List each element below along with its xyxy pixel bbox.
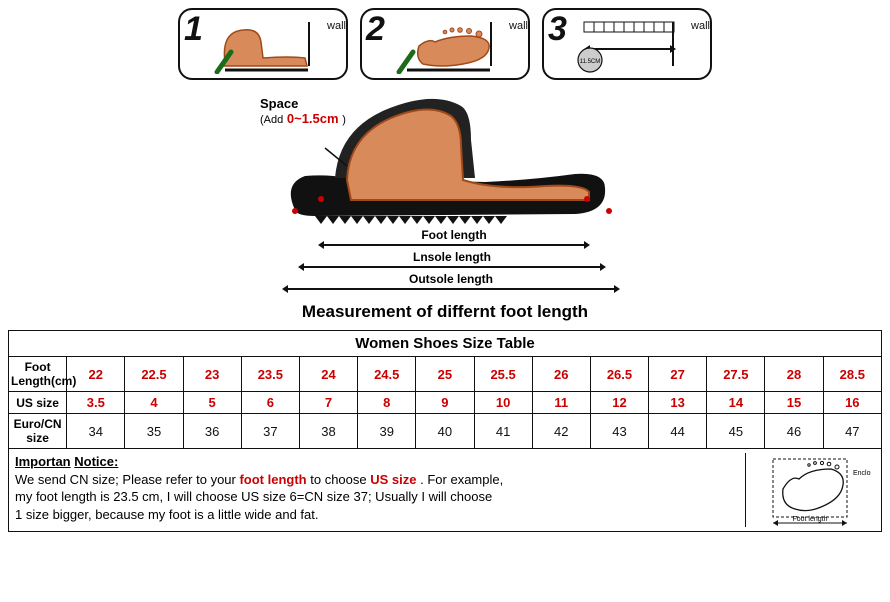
size-cell: 9 bbox=[416, 392, 474, 414]
step-1-illustration bbox=[198, 14, 328, 74]
size-cell: 27 bbox=[649, 357, 707, 392]
size-cell: 24 bbox=[299, 357, 357, 392]
table-title: Women Shoes Size Table bbox=[9, 331, 882, 357]
footprint-top-icon bbox=[395, 22, 495, 74]
row-label: Foot Length(cm) bbox=[9, 357, 67, 392]
size-cell: 8 bbox=[358, 392, 416, 414]
notice-text: Importan Notice: We send CN size; Please… bbox=[15, 453, 745, 527]
size-cell: 43 bbox=[590, 414, 648, 449]
notice-red2: US size bbox=[370, 472, 416, 487]
size-cell: 10 bbox=[474, 392, 532, 414]
size-cell: 40 bbox=[416, 414, 474, 449]
size-cell: 47 bbox=[823, 414, 881, 449]
red-dot bbox=[292, 208, 298, 214]
table-title-row: Women Shoes Size Table bbox=[9, 331, 882, 357]
size-cell: 44 bbox=[649, 414, 707, 449]
size-cell: 6 bbox=[241, 392, 299, 414]
size-cell: 46 bbox=[765, 414, 823, 449]
notice-block: Importan Notice: We send CN size; Please… bbox=[8, 449, 882, 532]
notice-heading-suffix: Notice: bbox=[74, 454, 118, 469]
step-1-wall-label: wall bbox=[327, 20, 346, 32]
notice-line1a: We send CN size; Please refer to your bbox=[15, 472, 239, 487]
size-cell: 4 bbox=[125, 392, 183, 414]
step-2-illustration bbox=[380, 14, 510, 74]
foot-side-icon bbox=[213, 22, 313, 74]
size-cell: 5 bbox=[183, 392, 241, 414]
step-2-wall-label: wall bbox=[509, 20, 528, 32]
size-cell: 38 bbox=[299, 414, 357, 449]
notice-heading-prefix: Importan bbox=[15, 454, 71, 469]
size-cell: 7 bbox=[299, 392, 357, 414]
row-label: US size bbox=[9, 392, 67, 414]
notice-line3: 1 size bigger, because my foot is a litt… bbox=[15, 507, 319, 522]
row-label: Euro/CN size bbox=[9, 414, 67, 449]
step-3-wall-label: wall bbox=[691, 20, 710, 32]
size-cell: 34 bbox=[67, 414, 125, 449]
wall-line bbox=[490, 22, 492, 66]
notice-figure: Enclose Foot length bbox=[745, 453, 875, 527]
size-table: Women Shoes Size Table Foot Length(cm)22… bbox=[8, 330, 882, 449]
measurement-steps-row: 1 wall 2 wall bbox=[8, 8, 882, 80]
red-dot bbox=[318, 196, 324, 202]
step-1-box: 1 wall bbox=[178, 8, 348, 80]
size-cell: 37 bbox=[241, 414, 299, 449]
ruler-circle-icon: 11.5CM bbox=[562, 14, 692, 74]
shoe-foot-diagram-svg bbox=[275, 88, 615, 228]
foot-length-dim: Foot length bbox=[322, 244, 586, 246]
step-3-box: 3 wall 11.5CM bbox=[542, 8, 712, 80]
red-dot bbox=[606, 208, 612, 214]
step-2-box: 2 wall bbox=[360, 8, 530, 80]
size-cell: 12 bbox=[590, 392, 648, 414]
size-cell: 28.5 bbox=[823, 357, 881, 392]
outsole-length-dim: Outsole length bbox=[286, 288, 616, 290]
size-cell: 27.5 bbox=[707, 357, 765, 392]
size-cell: 41 bbox=[474, 414, 532, 449]
table-row: Euro/CN size3435363738394041424344454647 bbox=[9, 414, 882, 449]
foot-length-small-label: Foot length bbox=[792, 516, 827, 523]
size-cell: 42 bbox=[532, 414, 590, 449]
table-row: US size3.545678910111213141516 bbox=[9, 392, 882, 414]
size-cell: 25 bbox=[416, 357, 474, 392]
foot-diagram-area: Space (Add 0~1.5cm ) Foot length Lnsole … bbox=[8, 88, 882, 298]
size-cell: 24.5 bbox=[358, 357, 416, 392]
size-cell: 15 bbox=[765, 392, 823, 414]
size-cell: 36 bbox=[183, 414, 241, 449]
dim-outsole-label: Outsole length bbox=[405, 272, 497, 286]
size-cell: 3.5 bbox=[67, 392, 125, 414]
enclose-label: Enclose bbox=[853, 470, 871, 477]
measurement-title: Measurement of differnt foot length bbox=[8, 302, 882, 322]
notice-line1b: to choose bbox=[310, 472, 370, 487]
foot-diagram: Space (Add 0~1.5cm ) Foot length Lnsole … bbox=[230, 88, 660, 298]
size-cell: 26.5 bbox=[590, 357, 648, 392]
size-cell: 14 bbox=[707, 392, 765, 414]
size-cell: 22.5 bbox=[125, 357, 183, 392]
size-cell: 25.5 bbox=[474, 357, 532, 392]
size-cell: 23 bbox=[183, 357, 241, 392]
dim-insole-label: Lnsole length bbox=[409, 250, 495, 264]
size-cell: 45 bbox=[707, 414, 765, 449]
notice-red1: foot length bbox=[239, 472, 306, 487]
size-cell: 11 bbox=[532, 392, 590, 414]
size-cell: 35 bbox=[125, 414, 183, 449]
step-3-illustration: 11.5CM bbox=[562, 14, 692, 74]
red-dot bbox=[584, 196, 590, 202]
size-cell: 13 bbox=[649, 392, 707, 414]
size-cell: 26 bbox=[532, 357, 590, 392]
step-3-measure-text: 11.5CM bbox=[580, 59, 601, 65]
size-cell: 23.5 bbox=[241, 357, 299, 392]
table-row: Foot Length(cm)2222.52323.52424.52525.52… bbox=[9, 357, 882, 392]
dim-foot-label: Foot length bbox=[417, 228, 490, 242]
insole-length-dim: Lnsole length bbox=[302, 266, 602, 268]
size-cell: 16 bbox=[823, 392, 881, 414]
wall-line bbox=[308, 22, 310, 66]
notice-line2: my foot length is 23.5 cm, I will choose… bbox=[15, 489, 492, 504]
enclose-foot-icon: Enclose Foot length bbox=[751, 453, 871, 527]
size-cell: 28 bbox=[765, 357, 823, 392]
size-cell: 39 bbox=[358, 414, 416, 449]
notice-line1c: . For example, bbox=[420, 472, 503, 487]
